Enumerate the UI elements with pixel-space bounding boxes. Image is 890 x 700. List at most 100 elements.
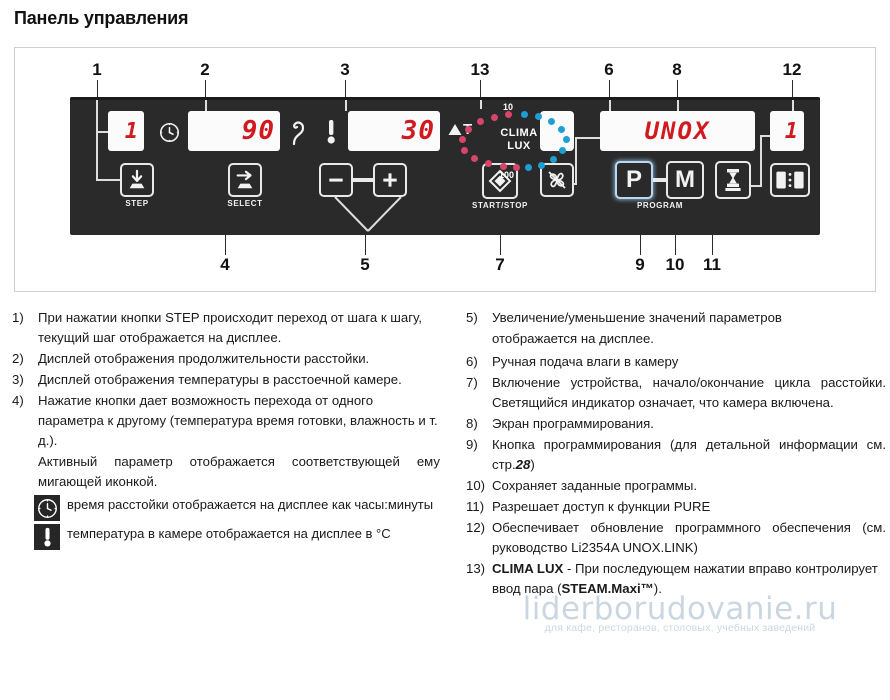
program-memory-bridge: [653, 178, 666, 182]
note-item-11: 11) Разрешает доступ к функции PURE: [462, 497, 886, 517]
steam-icon: [288, 117, 310, 147]
note-text: Разрешает доступ к функции PURE: [492, 499, 711, 514]
select-right-arrow-icon: [236, 170, 253, 189]
plus-minus-bridge: [353, 178, 373, 182]
note-item-7: 7) Включение устройства, начало/окончани…: [462, 373, 886, 413]
note-item-10: 10) Сохраняет заданные программы.: [462, 476, 886, 496]
clima-dot-blue: [550, 156, 557, 163]
clima-dot-blue: [521, 111, 528, 118]
clima-tick-max: 100: [499, 170, 515, 180]
thermometer-icon: [43, 527, 51, 547]
callout-2: 2: [200, 60, 210, 79]
clima-dot-red: [513, 164, 520, 171]
clima-tick-min: 10: [503, 102, 514, 112]
select-button[interactable]: [228, 163, 262, 197]
clima-title-line2: LUX: [507, 140, 531, 152]
panel-leader-4-horizontal: [96, 179, 120, 181]
clima-dot-red: [505, 111, 512, 118]
plus-icon: [383, 173, 397, 187]
note-text: Дисплей отображения продолжительности ра…: [38, 351, 370, 366]
note-text: Сохраняет заданные программы.: [492, 478, 698, 493]
decrease-button[interactable]: [319, 163, 353, 197]
page-reference: 28: [515, 457, 531, 472]
increase-button[interactable]: [373, 163, 407, 197]
clima-dot-red: [491, 114, 498, 121]
callout-8: 8: [672, 60, 682, 79]
note-text: Ручная подача влаги в камеру: [492, 354, 679, 369]
clima-dot-red: [461, 147, 468, 154]
callout-1: 1: [92, 60, 102, 79]
leader-6: [609, 80, 610, 97]
oven-control-panel: 1 90 30: [70, 97, 820, 235]
leader-8: [677, 80, 678, 97]
program-number-display: 1: [770, 111, 804, 151]
legend-row-clock: время расстойки отображается на дисплее …: [34, 495, 440, 521]
usb-card-icon: [776, 171, 804, 189]
leader-7: [500, 235, 501, 255]
clock-icon: [37, 498, 57, 518]
clima-dot-red: [485, 160, 492, 167]
letter-m-icon: M: [675, 166, 695, 193]
note-text-9: Кнопка программирования (для детальной и…: [492, 435, 886, 475]
note-item-1: 1) При нажатии кнопки STEP происходит пе…: [8, 308, 440, 348]
panel-leader-8: [677, 97, 679, 111]
note-text: отображается на дисплее.: [492, 331, 654, 346]
callout-5: 5: [360, 255, 370, 274]
leader-4: [225, 235, 226, 255]
panel-leader-6-down: [575, 137, 577, 185]
minus-icon: [329, 178, 343, 182]
memory-button[interactable]: M: [666, 161, 704, 199]
program-button[interactable]: P: [615, 161, 653, 199]
leader-1: [97, 80, 98, 97]
clima-dot-blue: [558, 126, 565, 133]
note-item-5: 5) Увеличение/уменьшение значений параме…: [462, 308, 886, 328]
note-item-4-extra: Активный параметр отображается соответст…: [38, 454, 440, 489]
program-screen-display: UNOX: [600, 111, 755, 151]
panel-leader-13: [480, 97, 482, 109]
clima-lux-indicator[interactable]: 10 100 CLIMA LUX: [455, 102, 583, 180]
temperature-display: 30: [348, 111, 440, 151]
panel-leader-3: [345, 97, 347, 111]
note-item-5-continued: отображается на дисплее.: [462, 329, 886, 349]
note-text: Нажатие кнопки дает возможность перехода…: [38, 393, 438, 448]
time-display: 90: [188, 111, 280, 151]
panel-leader-1-horizontal: [96, 131, 118, 133]
step-down-arrow-icon: [129, 169, 145, 189]
callout-9: 9: [635, 255, 645, 274]
notes-left-column: 1) При нажатии кнопки STEP происходит пе…: [8, 308, 440, 550]
letter-p-icon: P: [625, 166, 642, 193]
note-text: Включение устройства, начало/окончание ц…: [492, 375, 886, 410]
note-item-3: 3) Дисплей отображения температуры в рас…: [8, 370, 440, 390]
fan-humidity-icon: [548, 171, 566, 189]
clima-dot-blue: [538, 162, 545, 169]
note-number: 1): [12, 310, 24, 325]
panel-leader-1-vertical: [96, 97, 98, 133]
usb-update-button[interactable]: [770, 163, 810, 197]
manual-humidity-button[interactable]: [540, 163, 574, 197]
clima-dot-red: [471, 155, 478, 162]
humidity-indicator-pad: [540, 111, 574, 151]
note-number: 4): [12, 393, 24, 408]
pure-button[interactable]: [715, 161, 751, 199]
clock-icon-badge: [34, 495, 60, 521]
note-text-tail: ): [530, 457, 535, 472]
note-text: Экран программирования.: [492, 416, 654, 431]
leader-13: [480, 80, 481, 97]
leader-5-fork: [334, 197, 402, 232]
note-text: При нажатии кнопки STEP происходит перех…: [38, 310, 422, 345]
leader-11: [712, 235, 713, 255]
note-text-13: CLIMA LUX - При последующем нажатии впра…: [492, 559, 886, 599]
thermometer-icon: [324, 117, 338, 147]
leader-3: [345, 80, 346, 97]
callout-3: 3: [340, 60, 350, 79]
note-number: 2): [12, 351, 24, 366]
legend-row-thermometer: температура в камере отображается на дис…: [34, 524, 440, 550]
callout-6: 6: [604, 60, 614, 79]
step-button[interactable]: [120, 163, 154, 197]
panel-leader-6-horizontal: [575, 137, 611, 139]
note-number: [462, 329, 492, 349]
note-number: 5): [466, 310, 478, 325]
diamond-icon: [488, 169, 512, 193]
legend-text: температура в камере отображается на дис…: [67, 526, 391, 541]
note-item-9: 9) Кнопка программирования (для детально…: [462, 435, 886, 475]
